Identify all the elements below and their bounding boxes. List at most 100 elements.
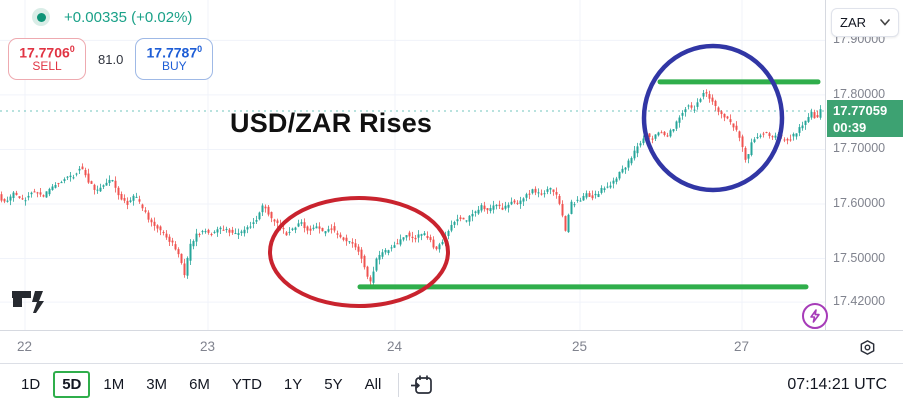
y-axis-label: 17.60000 (833, 196, 886, 210)
sell-button[interactable]: 17.77060 SELL (8, 38, 86, 80)
candle-body (201, 231, 204, 233)
candle-body (699, 99, 702, 102)
candle-body (447, 230, 450, 236)
candle-body (573, 204, 576, 206)
candle-body (420, 234, 423, 236)
candle-body (792, 133, 795, 137)
candle-body (705, 92, 708, 94)
range-button-1d[interactable]: 1D (12, 371, 49, 398)
price-axis[interactable]: ZAR 17.90000 17.80000 17.70000 17.60000 17.5… (825, 0, 903, 362)
candle-body (189, 243, 192, 261)
x-axis-label: 22 (17, 339, 33, 354)
candle-body (642, 138, 645, 144)
candle-body (435, 246, 438, 250)
candle-body (105, 182, 108, 186)
sell-label: SELL (32, 59, 62, 74)
candle-body (93, 184, 96, 190)
candle-body (381, 252, 384, 257)
candle-body (489, 208, 492, 212)
candle-body (147, 212, 150, 220)
range-button-1m[interactable]: 1M (94, 371, 133, 398)
range-button-3m[interactable]: 3M (137, 371, 176, 398)
candle-body (441, 241, 444, 245)
candle-body (207, 229, 210, 233)
chart-pane[interactable]: USD/ZAR Rises +0.00335 (+0.02%) 17.77060… (0, 0, 828, 330)
candle-body (609, 185, 612, 188)
candle-body (453, 222, 456, 225)
candle-body (54, 185, 57, 188)
candle-body (345, 237, 348, 242)
go-to-date-button[interactable] (409, 372, 435, 398)
candle-body (816, 115, 819, 118)
candle-body (396, 243, 399, 245)
candle-body (66, 176, 69, 178)
candle-body (180, 253, 183, 263)
candle-body (456, 219, 459, 222)
candle-body (546, 189, 549, 192)
candle-body (288, 231, 291, 233)
candle-body (171, 240, 174, 243)
candle-body (753, 139, 756, 143)
candle-body (363, 255, 366, 268)
candle-body (591, 195, 594, 199)
range-button-6m[interactable]: 6M (180, 371, 219, 398)
candle-body (804, 120, 807, 125)
candle-body (249, 226, 252, 228)
candle-body (468, 215, 471, 222)
candle-body (222, 229, 225, 231)
quick-trade-lightning-icon[interactable] (802, 303, 828, 329)
candle-body (78, 168, 81, 171)
candle-body (492, 205, 495, 210)
candle-body (648, 133, 651, 138)
candle-body (393, 245, 396, 248)
candle-body (708, 94, 711, 99)
candle-body (486, 208, 489, 211)
candle-body (198, 234, 201, 236)
candle-body (477, 209, 480, 214)
settings-gear-button[interactable] (855, 335, 879, 359)
candle-body (156, 225, 159, 229)
candle-body (747, 154, 750, 159)
candle-body (630, 158, 633, 164)
candle-body (48, 188, 51, 195)
candle-body (669, 130, 672, 137)
candle-body (615, 178, 618, 182)
candle-body (276, 220, 279, 224)
range-button-all[interactable]: All (356, 371, 391, 398)
x-axis-label: 27 (734, 339, 750, 354)
candle-body (123, 198, 126, 201)
time-axis[interactable]: 22 23 24 25 27 (0, 330, 903, 363)
candle-body (96, 189, 99, 191)
candle-body (813, 112, 816, 119)
candle-body (390, 247, 393, 249)
currency-dropdown[interactable]: ZAR (831, 8, 899, 37)
candle-body (39, 192, 42, 195)
range-button-5d[interactable]: 5D (53, 371, 91, 398)
candle-body (702, 92, 705, 97)
range-button-5y[interactable]: 5Y (315, 371, 351, 398)
candle-body (411, 236, 414, 238)
buy-button[interactable]: 17.77870 BUY (135, 38, 214, 80)
candle-body (768, 133, 771, 137)
y-axis-label: 17.42000 (833, 294, 886, 309)
candle-body (564, 216, 567, 231)
candle-body (351, 242, 354, 244)
candle-body (60, 182, 63, 184)
candle-body (633, 150, 636, 159)
candle-body (402, 237, 405, 240)
range-button-1y[interactable]: 1Y (275, 371, 311, 398)
candle-body (540, 193, 543, 195)
candle-body (258, 212, 261, 220)
candle-body (759, 135, 762, 137)
candle-body (63, 179, 66, 182)
candle-body (480, 205, 483, 211)
candle-body (267, 206, 270, 215)
candle-body (576, 199, 579, 201)
candle-body (690, 105, 693, 108)
candlestick-chart[interactable] (0, 0, 825, 330)
candle-body (726, 116, 729, 119)
current-price-badge: 17.77059 00:39 (827, 99, 903, 137)
range-button-ytd[interactable]: YTD (223, 371, 271, 398)
candle-body (483, 205, 486, 210)
candle-body (558, 195, 561, 204)
